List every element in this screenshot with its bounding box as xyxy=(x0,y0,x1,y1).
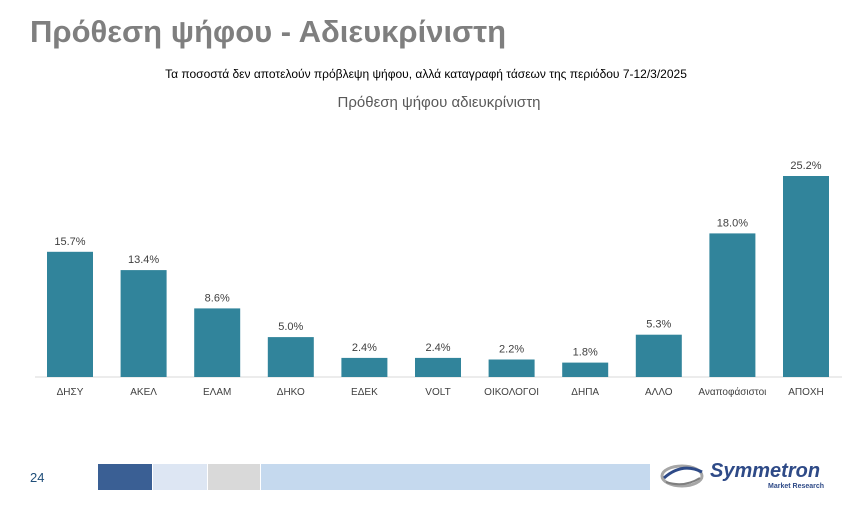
bar-value-label: 8.6% xyxy=(205,292,230,304)
category-label: ΔΗΚΟ xyxy=(277,387,305,398)
category-label: ΔΗΠΑ xyxy=(571,387,599,398)
category-label: ΕΛΑΜ xyxy=(203,387,231,398)
bar-value-label: 2.4% xyxy=(425,342,450,354)
bar-value-label: 5.0% xyxy=(278,321,303,333)
footer-bar-segment xyxy=(261,464,650,490)
category-label: ΕΔΕΚ xyxy=(351,387,378,398)
category-label: ΑΛΛΟ xyxy=(645,387,673,398)
chart-title: Πρόθεση ψήφου αδιευκρίνιστη xyxy=(338,94,541,111)
bar-value-label: 5.3% xyxy=(646,319,671,331)
page-number: 24 xyxy=(30,470,45,485)
category-label: ΟΙΚΟΛΟΓΟΙ xyxy=(484,387,539,398)
logo-swoosh-icon xyxy=(660,464,704,488)
bar xyxy=(562,362,609,377)
category-label: VOLT xyxy=(425,387,450,398)
bar-value-label: 13.4% xyxy=(128,254,159,266)
bar-chart: Πρόθεση ψήφου αδιευκρίνιστη 15.7% ΔΗΣΥ 13.… xyxy=(35,94,842,398)
bar-value-label: 1.8% xyxy=(573,347,598,359)
bar xyxy=(488,359,535,377)
bar-value-label: 15.7% xyxy=(54,236,85,248)
bar xyxy=(635,334,682,377)
bar xyxy=(120,270,167,377)
bar xyxy=(341,357,388,377)
logo-name: Symmetron xyxy=(710,460,821,482)
bar-value-label: 2.4% xyxy=(352,342,377,354)
footer-bar-segment xyxy=(98,464,152,490)
footer-bar-segment xyxy=(153,464,207,490)
slide-subtitle: Τα ποσοστά δεν αποτελούν πρόβλεψη ψήφου,… xyxy=(165,67,687,81)
bar xyxy=(194,308,241,377)
bar-value-label: 2.2% xyxy=(499,344,524,356)
logo-tagline: Market Research xyxy=(768,483,825,490)
footer-bar-segment xyxy=(208,464,260,490)
bar xyxy=(783,176,829,377)
bar xyxy=(415,357,461,377)
category-label: ΑΚΕΛ xyxy=(130,387,157,398)
bar-value-label: 18.0% xyxy=(717,217,748,229)
slide-title: Πρόθεση ψήφου - Αδιευκρίνιστη xyxy=(30,14,507,49)
bar-value-label: 25.2% xyxy=(790,160,821,172)
category-label: Αναποφάσιστοι xyxy=(698,386,766,398)
category-label: ΑΠΟΧΗ xyxy=(788,387,824,398)
bar xyxy=(709,233,756,377)
bar xyxy=(267,337,314,377)
category-label: ΔΗΣΥ xyxy=(57,387,84,398)
bar xyxy=(47,251,93,377)
symmetron-logo: Symmetron Market Research xyxy=(658,458,838,494)
bars-group: 15.7% ΔΗΣΥ 13.4% ΑΚΕΛ 8.6% ΕΛΑΜ 5.0% ΔΗΚΟ 2.4% ΕΔ… xyxy=(47,160,829,398)
